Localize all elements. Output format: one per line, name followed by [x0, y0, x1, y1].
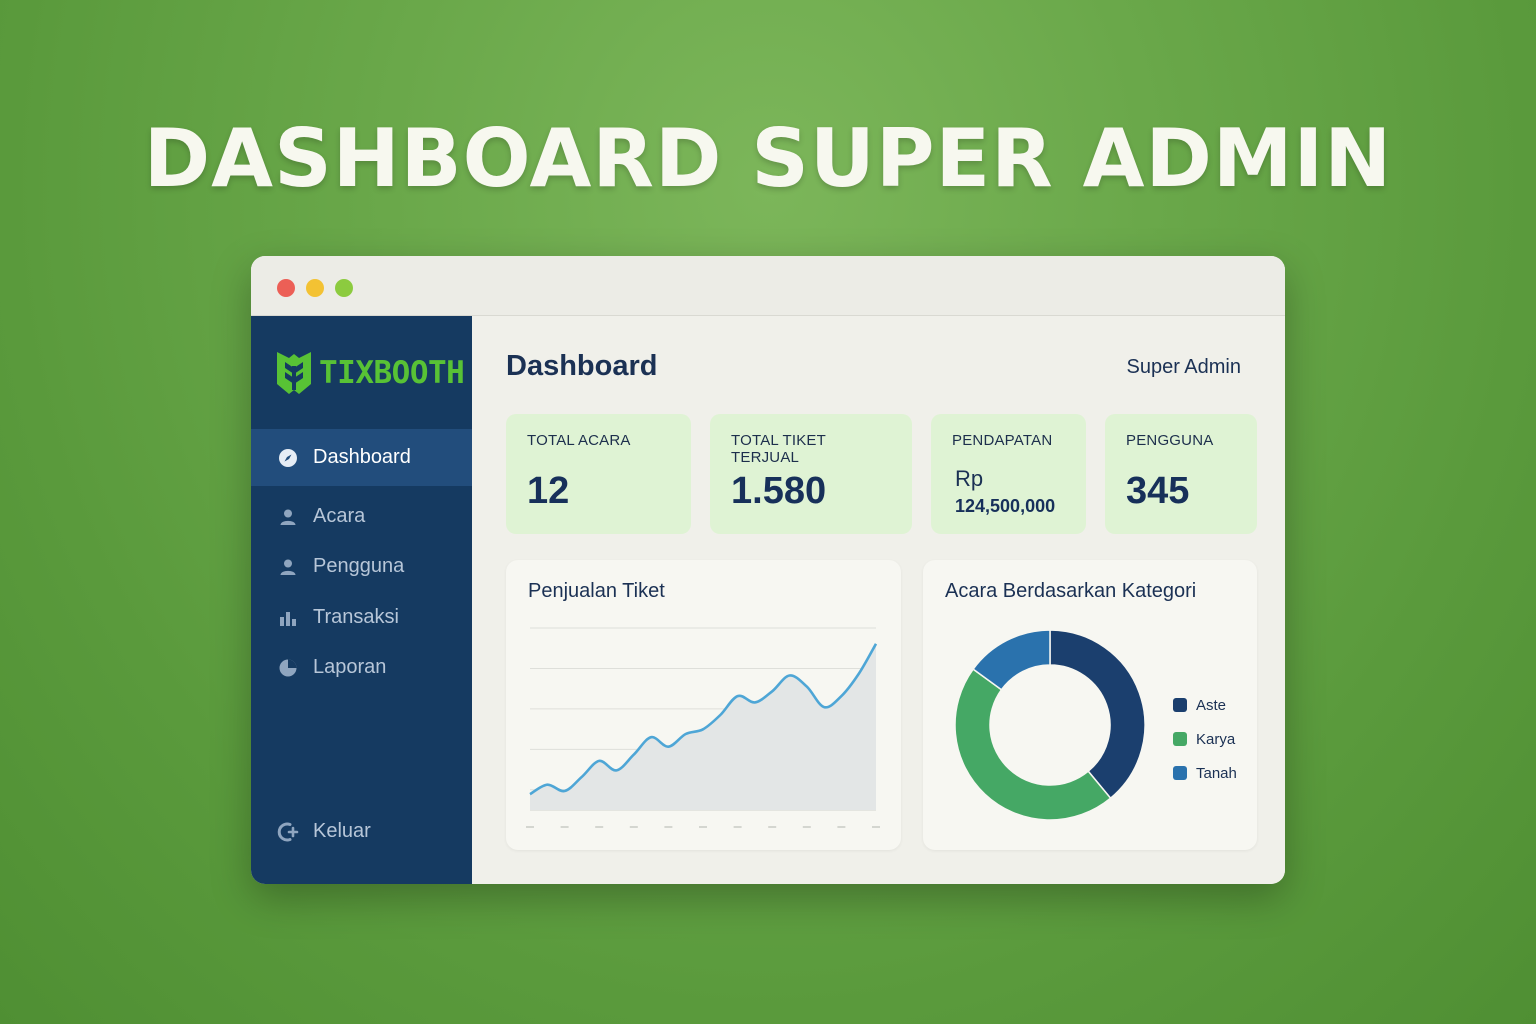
stat-card-pendapatan: PENDAPATAN Rp 124,500,000 [931, 414, 1086, 534]
stat-label: TOTAL TIKET TERJUAL [731, 432, 826, 466]
tixbooth-logo-icon [277, 352, 311, 394]
sidebar-item-label: Laporan [313, 656, 387, 678]
stat-value: 12 [527, 470, 570, 512]
legend-swatch [1173, 732, 1187, 746]
stat-label: TOTAL ACARA [527, 432, 631, 449]
stat-value: 1.580 [731, 470, 827, 512]
legend-label: Karya [1196, 730, 1236, 748]
sidebar: TIXBOOTH Dashboard Acara Pengguna Transa… [251, 316, 472, 884]
donut-slice-karya [954, 668, 1112, 821]
user-icon [277, 556, 299, 578]
maximize-window-button[interactable] [335, 279, 353, 297]
stat-card-total-tiket: TOTAL TIKET TERJUAL 1.580 [710, 414, 912, 534]
panel-title: Acara Berdasarkan Kategori [945, 580, 1197, 602]
legend-item: Karya [1173, 722, 1237, 756]
compass-icon [277, 447, 299, 469]
stat-label: PENDAPATAN [952, 432, 1053, 449]
sidebar-item-dashboard[interactable]: Dashboard [251, 429, 472, 486]
sidebar-item-acara[interactable]: Acara [251, 488, 472, 545]
sidebar-item-laporan[interactable]: Laporan [251, 639, 472, 696]
chart-legend: Aste Karya Tanah [1173, 688, 1237, 790]
app-logo[interactable]: TIXBOOTH [275, 348, 465, 398]
sidebar-item-label: Acara [313, 505, 366, 527]
main-content: Dashboard Super Admin TOTAL ACARA 12 TOT… [472, 316, 1285, 884]
close-window-button[interactable] [277, 279, 295, 297]
sales-series-line [529, 643, 878, 796]
logout-icon [277, 821, 299, 843]
panel-title: Penjualan Tiket [528, 580, 665, 602]
donut-slice-aste [1049, 629, 1146, 800]
legend-label: Tanah [1196, 764, 1237, 782]
category-donut-chart [954, 629, 1146, 821]
stat-label: PENGGUNA [1126, 432, 1214, 449]
donut-slice-tanah [972, 629, 1051, 691]
sidebar-item-label: Pengguna [313, 555, 405, 577]
legend-swatch [1173, 698, 1187, 712]
legend-swatch [1173, 766, 1187, 780]
stat-value: 124,500,000 [955, 496, 1056, 516]
legend-item: Aste [1173, 688, 1237, 722]
window-titlebar [251, 256, 1285, 316]
sidebar-item-pengguna[interactable]: Pengguna [251, 538, 472, 595]
app-window: TIXBOOTH Dashboard Acara Pengguna Transa… [251, 256, 1285, 884]
currency-prefix: Rp [955, 466, 984, 491]
minimize-window-button[interactable] [306, 279, 324, 297]
ticket-sales-chart [526, 627, 880, 828]
user-icon [277, 506, 299, 528]
sidebar-item-label: Transaksi [313, 606, 399, 628]
hero-title: DASHBOARD SUPER ADMIN [143, 112, 1393, 205]
bar-chart-icon [277, 607, 299, 629]
pie-chart-icon [277, 657, 299, 679]
page-title: Dashboard [506, 350, 658, 382]
sales-chart-panel: Penjualan Tiket [506, 560, 901, 850]
user-menu[interactable]: Super Admin [1126, 356, 1241, 378]
category-chart-panel: Acara Berdasarkan Kategori Aste Karya Tana… [923, 560, 1257, 850]
logout-button[interactable]: Keluar [251, 803, 472, 860]
sales-area-fill [530, 643, 876, 810]
legend-item: Tanah [1173, 756, 1237, 790]
logout-label: Keluar [313, 820, 371, 842]
legend-label: Aste [1196, 696, 1227, 714]
stat-card-pengguna: PENGGUNA 345 [1105, 414, 1257, 534]
app-name: TIXBOOTH [319, 355, 465, 391]
stat-card-total-acara: TOTAL ACARA 12 [506, 414, 691, 534]
sidebar-item-label: Dashboard [313, 446, 411, 468]
sidebar-item-transaksi[interactable]: Transaksi [251, 589, 472, 646]
stat-value: 345 [1126, 470, 1190, 512]
